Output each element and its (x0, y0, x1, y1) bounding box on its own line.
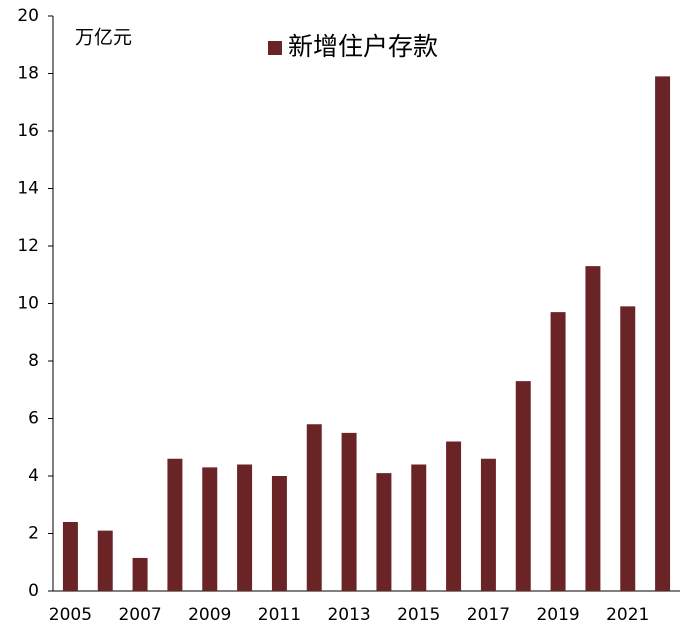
bar (237, 464, 253, 591)
bar (341, 432, 357, 591)
bar (655, 76, 671, 591)
legend-label: 新增住户存款 (288, 32, 438, 61)
y-tick-label: 0 (28, 581, 39, 601)
y-tick-label: 14 (17, 179, 39, 199)
bar (515, 381, 531, 591)
y-tick-label: 6 (28, 409, 39, 429)
bar (306, 424, 322, 591)
bar (411, 464, 427, 591)
x-tick-label: 2005 (49, 605, 92, 625)
y-tick-label: 10 (17, 294, 39, 314)
y-tick-label: 4 (28, 466, 39, 486)
legend-swatch (268, 41, 282, 55)
bar (446, 441, 462, 591)
y-tick-label: 16 (17, 121, 39, 141)
x-tick-label: 2007 (118, 605, 161, 625)
x-tick-label: 2009 (188, 605, 231, 625)
x-tick-label: 2013 (327, 605, 370, 625)
bar (132, 557, 148, 591)
bar (480, 458, 496, 591)
bar (550, 312, 566, 591)
y-tick-label: 2 (28, 524, 39, 544)
y-tick-label: 20 (17, 6, 39, 26)
bar (167, 458, 183, 591)
bar (376, 473, 392, 591)
x-tick-label: 2015 (397, 605, 440, 625)
x-tick-label: 2011 (258, 605, 301, 625)
y-tick-label: 18 (17, 64, 39, 84)
bar (585, 266, 601, 591)
bar (202, 467, 218, 591)
bar (62, 522, 78, 591)
bar (271, 476, 287, 591)
y-tick-label: 8 (28, 351, 39, 371)
x-tick-label: 2019 (536, 605, 579, 625)
x-tick-label: 2021 (606, 605, 649, 625)
y-tick-label: 12 (17, 236, 39, 256)
unit-label: 万亿元 (75, 27, 132, 49)
bar (97, 530, 113, 591)
bar (620, 306, 636, 591)
x-tick-label: 2017 (467, 605, 510, 625)
